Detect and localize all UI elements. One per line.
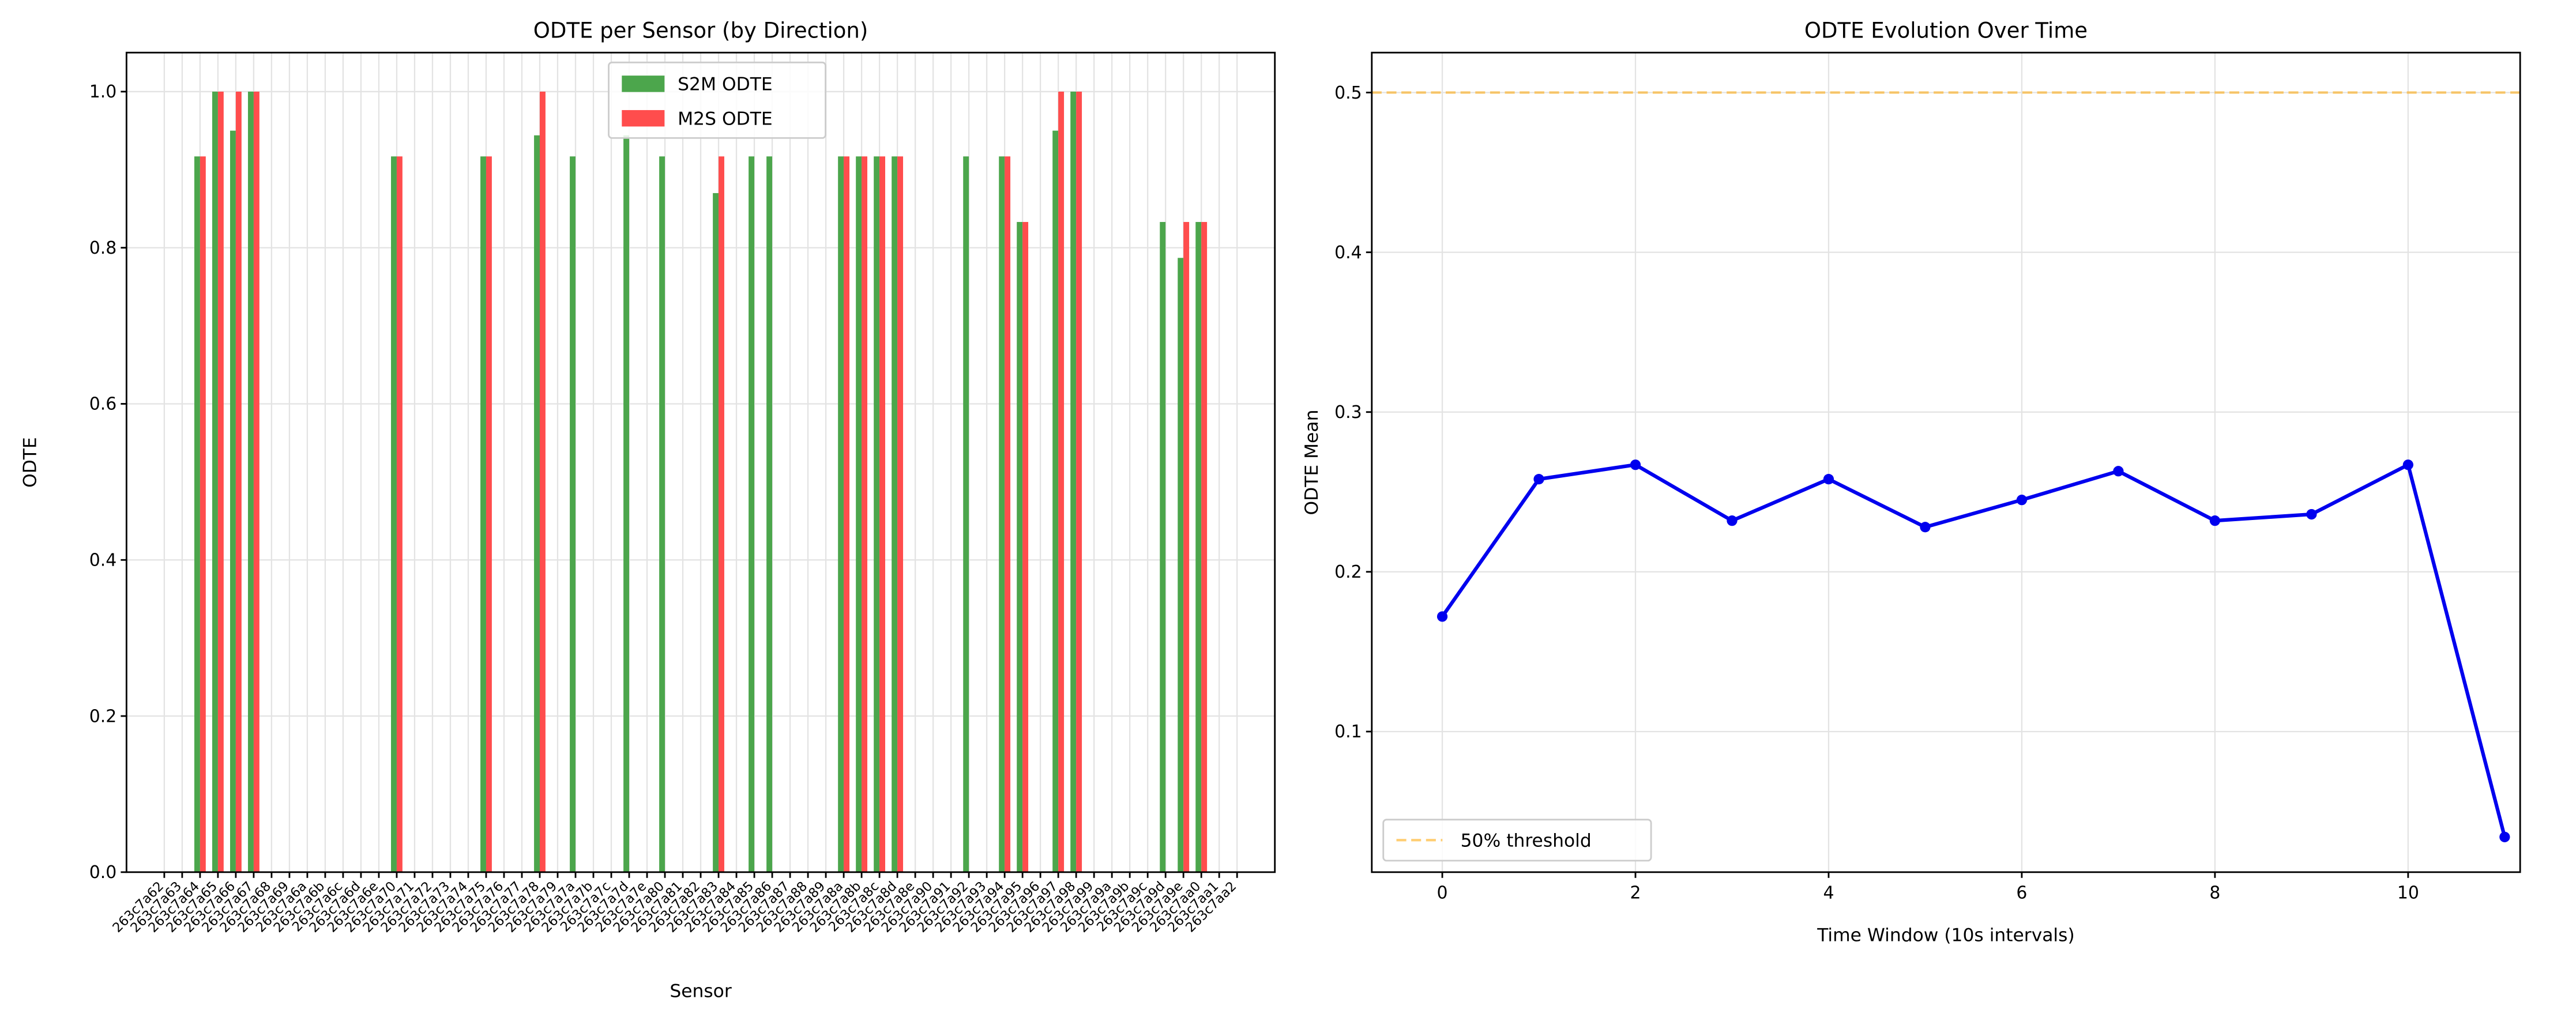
bar — [212, 91, 218, 872]
bar — [862, 156, 868, 872]
bar — [1178, 258, 1184, 872]
point — [2016, 495, 2028, 506]
bar — [838, 156, 844, 872]
legend-label: M2S ODTE — [678, 109, 773, 130]
x-tick-label: 0 — [1437, 883, 1448, 903]
bar — [1160, 222, 1166, 872]
bar — [570, 156, 576, 872]
x-axis-label: Sensor — [670, 981, 732, 1001]
y-axis-label: ODTE — [20, 437, 41, 488]
bar — [235, 91, 242, 872]
bar — [539, 91, 546, 872]
y-tick-label: 0.2 — [89, 706, 117, 726]
bar — [766, 156, 773, 872]
bar — [1070, 91, 1077, 872]
bar — [897, 156, 904, 872]
x-tick-label: 10 — [2397, 883, 2419, 903]
y-tick-label: 0.6 — [89, 394, 117, 415]
y-tick-label: 0.8 — [89, 238, 117, 258]
point — [2306, 508, 2317, 520]
bar — [999, 156, 1005, 872]
bar — [844, 156, 849, 872]
bar — [534, 135, 540, 872]
bar — [253, 91, 260, 872]
legend-label: S2M ODTE — [678, 74, 773, 95]
bar — [659, 156, 665, 872]
bar — [963, 156, 969, 872]
y-tick-label: 0.3 — [1334, 402, 1362, 423]
bar — [486, 156, 492, 872]
point — [2402, 459, 2413, 470]
bar — [1058, 91, 1065, 872]
point — [1920, 522, 1931, 533]
y-tick-label: 1.0 — [89, 82, 117, 102]
point — [1823, 474, 1834, 485]
bar — [217, 91, 224, 872]
bar — [1005, 156, 1011, 872]
bar — [391, 156, 397, 872]
bar — [1052, 130, 1059, 872]
legend-label: 50% threshold — [1461, 831, 1592, 852]
x-tick-label: 6 — [2016, 883, 2027, 903]
bar — [1195, 222, 1202, 872]
point — [1630, 459, 1641, 470]
bar — [874, 156, 880, 872]
axes-frame — [1371, 51, 2521, 873]
bar — [879, 156, 886, 872]
point — [1533, 474, 1544, 485]
bar — [1022, 222, 1029, 872]
x-axis-label: Time Window (10s intervals) — [1817, 925, 2074, 945]
bar — [1201, 222, 1208, 872]
bar — [719, 156, 724, 872]
y-tick-label: 0.4 — [1334, 243, 1362, 263]
x-tick-label: 8 — [2209, 883, 2220, 903]
bar — [623, 135, 630, 872]
chart-title: ODTE Evolution Over Time — [1804, 18, 2088, 43]
line — [1441, 462, 2507, 838]
point — [2209, 515, 2221, 526]
chart-title: ODTE per Sensor (by Direction) — [533, 18, 868, 43]
bar — [713, 193, 719, 872]
bar — [200, 156, 206, 872]
point — [2499, 831, 2510, 842]
legend-box — [1382, 819, 1652, 862]
bar — [1076, 91, 1082, 872]
y-axis-label: ODTE Mean — [1302, 410, 1322, 515]
y-tick-label: 0.5 — [1334, 83, 1362, 103]
y-tick-label: 0.1 — [1334, 722, 1362, 742]
y-tick-label: 0.0 — [89, 862, 117, 883]
axes-frame — [125, 51, 1276, 873]
bar — [480, 156, 486, 872]
x-tick-label: 2 — [1630, 883, 1641, 903]
bar — [396, 156, 403, 872]
bar — [892, 156, 898, 872]
x-tick-label: 4 — [1823, 883, 1834, 903]
bar — [1183, 222, 1190, 872]
bar — [247, 91, 254, 872]
point — [1436, 611, 1448, 622]
bar — [749, 156, 755, 872]
y-tick-label: 0.4 — [89, 551, 117, 571]
point — [2113, 466, 2124, 477]
bar — [230, 130, 236, 872]
bar — [194, 156, 200, 872]
legend-swatch — [622, 110, 665, 127]
bar — [1017, 222, 1023, 872]
y-tick-label: 0.2 — [1334, 562, 1362, 582]
point — [1727, 515, 1738, 526]
legend-swatch — [622, 76, 665, 92]
bar — [856, 156, 862, 872]
